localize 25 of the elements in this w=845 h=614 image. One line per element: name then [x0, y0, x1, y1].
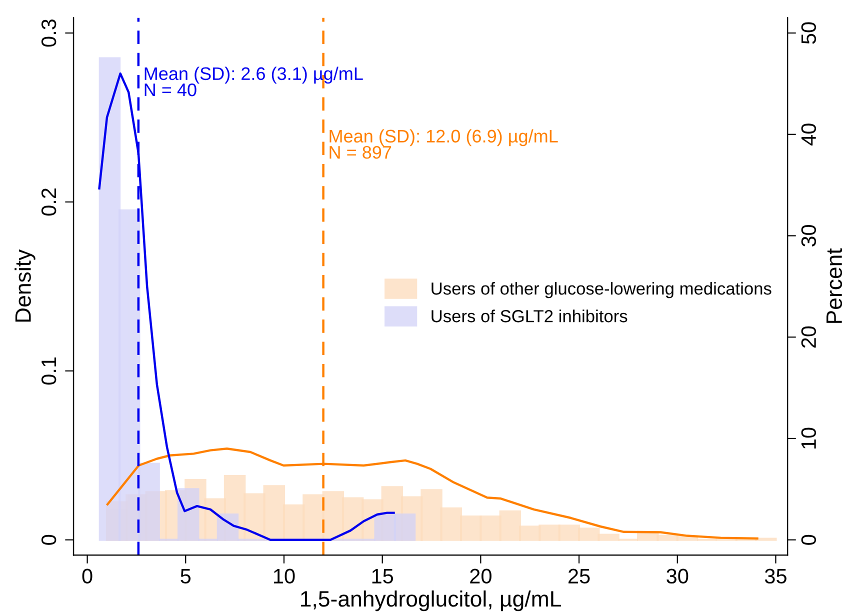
ref-line-label: Mean (SD): 12.0 (6.9) µg/mL N = 897: [330, 129, 558, 159]
ref-line-label: Mean (SD): 2.6 (3.1) µg/mL N = 40: [144, 66, 363, 96]
legend-label: Users of SGLT2 inhibitors: [432, 310, 628, 322]
y2-tick-label: 50: [801, 22, 816, 44]
y-tick-label: 0.1: [41, 357, 56, 385]
y2-tick-label: 10: [801, 428, 816, 448]
y2-tick-label: 40: [801, 124, 816, 146]
x-tick-label: 30: [666, 568, 688, 584]
y2-tick-label: 20: [801, 326, 816, 348]
x-axis-title: 1,5-anhydroglucitol, µg/mL: [301, 590, 561, 612]
y-tick-label: 0.2: [41, 188, 56, 216]
x-tick-label: 20: [470, 568, 492, 584]
legend-label: Users of other glucose-lowering medications: [432, 282, 772, 298]
x-tick-label: 10: [274, 568, 295, 584]
y-tick-label: 0.3: [41, 19, 56, 47]
x-tick-label: 35: [764, 568, 786, 584]
x-tick-label: 5: [180, 569, 191, 584]
y-axis-title: Density: [14, 249, 36, 322]
x-tick-label: 0: [82, 568, 92, 584]
y2-tick-label: 30: [801, 224, 816, 247]
x-tick-label: 25: [568, 568, 590, 584]
y2-axis-title: Percent: [826, 248, 842, 323]
y-tick-label: 0: [41, 534, 56, 545]
x-tick-label: 15: [372, 569, 394, 584]
y2-tick-label: 0: [801, 534, 816, 545]
